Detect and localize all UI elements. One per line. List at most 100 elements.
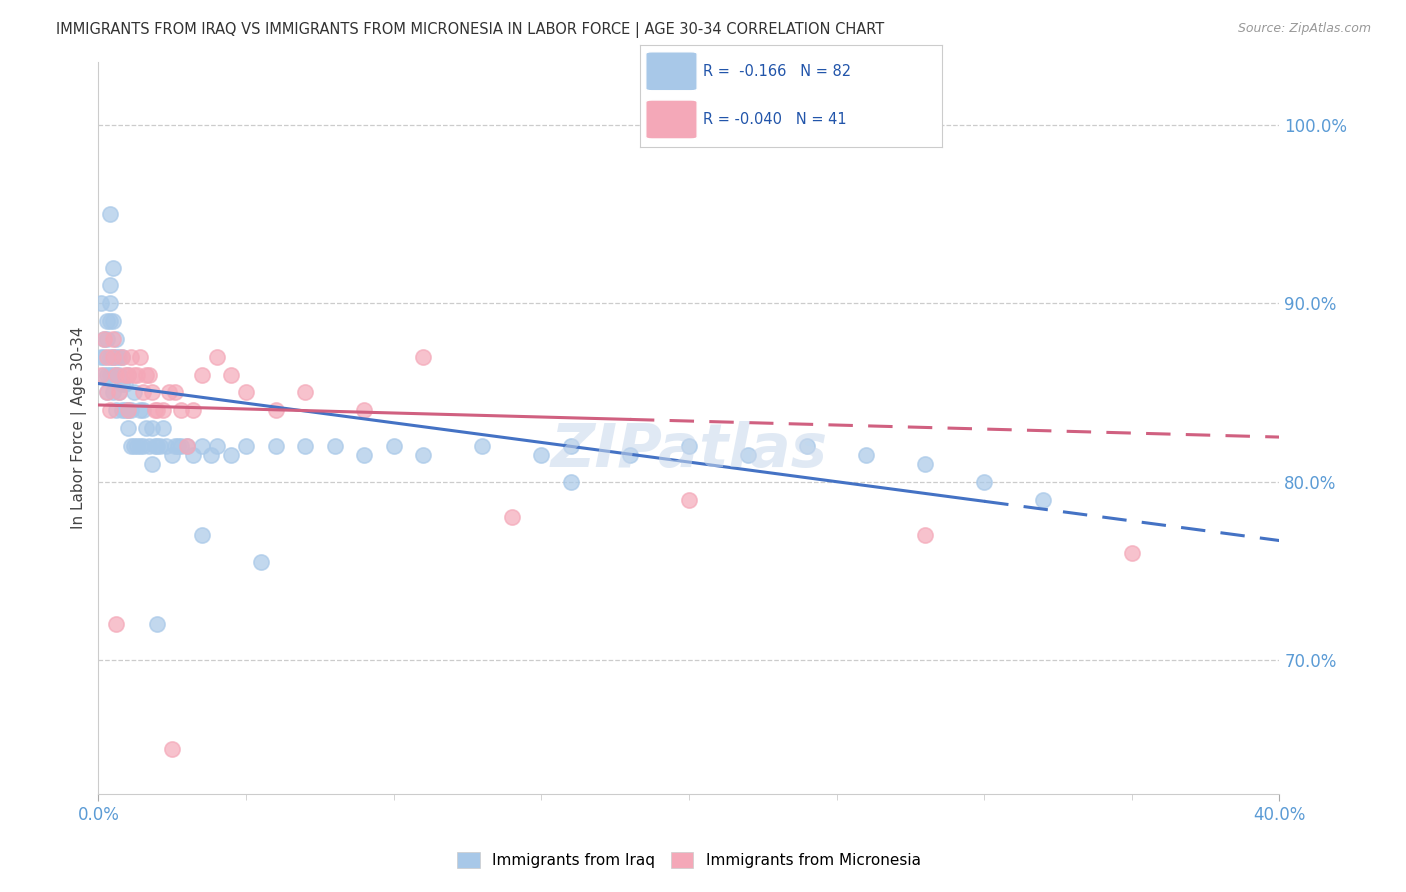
Point <box>205 350 228 364</box>
Point <box>191 368 214 382</box>
Point <box>152 421 174 435</box>
Point <box>96 332 118 346</box>
Point <box>120 403 142 417</box>
Text: IMMIGRANTS FROM IRAQ VS IMMIGRANTS FROM MICRONESIA IN LABOR FORCE | AGE 30-34 CO: IMMIGRANTS FROM IRAQ VS IMMIGRANTS FROM … <box>56 22 884 38</box>
Point <box>167 439 190 453</box>
Point <box>796 439 818 453</box>
Point <box>122 439 145 453</box>
Point <box>501 510 523 524</box>
Point <box>162 448 183 462</box>
Point <box>103 314 125 328</box>
Point <box>105 617 128 632</box>
Point <box>98 368 121 382</box>
Point <box>117 368 139 382</box>
Point <box>146 617 169 632</box>
Point <box>143 439 166 453</box>
Point <box>114 368 136 382</box>
Point <box>114 403 136 417</box>
Point <box>146 439 169 453</box>
Point <box>103 368 125 382</box>
Text: Source: ZipAtlas.com: Source: ZipAtlas.com <box>1237 22 1371 36</box>
Point <box>108 368 131 382</box>
Point <box>221 368 243 382</box>
Text: ZIPatlas: ZIPatlas <box>550 421 828 480</box>
Point <box>96 385 118 400</box>
Point <box>165 439 187 453</box>
Point <box>122 385 145 400</box>
Point <box>90 350 112 364</box>
Point <box>105 350 128 364</box>
Point <box>128 350 150 364</box>
Point <box>141 457 163 471</box>
Point <box>471 439 494 453</box>
Point <box>105 368 128 382</box>
Point <box>560 439 582 453</box>
Point <box>235 439 257 453</box>
Point <box>323 439 346 453</box>
Point <box>93 350 115 364</box>
Point <box>125 368 148 382</box>
Point <box>152 403 174 417</box>
Point <box>294 385 316 400</box>
Point <box>678 439 700 453</box>
Point <box>530 448 553 462</box>
Point <box>149 439 172 453</box>
Point <box>103 350 125 364</box>
Point <box>108 350 131 364</box>
Point <box>135 421 157 435</box>
Point <box>973 475 995 489</box>
Point <box>96 385 118 400</box>
Point <box>138 439 160 453</box>
Point <box>181 403 204 417</box>
Point <box>200 448 222 462</box>
Point <box>128 403 150 417</box>
Point <box>914 457 936 471</box>
Point <box>105 368 128 382</box>
Point <box>105 332 128 346</box>
Point <box>122 368 145 382</box>
Point <box>90 296 112 310</box>
Point <box>93 368 115 382</box>
Point <box>120 350 142 364</box>
Point <box>855 448 877 462</box>
Point <box>98 278 121 293</box>
Point <box>114 376 136 391</box>
Point <box>353 403 375 417</box>
Point <box>98 403 121 417</box>
Point <box>103 332 125 346</box>
FancyBboxPatch shape <box>645 52 697 91</box>
Point <box>111 350 134 364</box>
Point <box>412 350 434 364</box>
Text: R =  -0.166   N = 82: R = -0.166 N = 82 <box>703 63 852 78</box>
Point <box>170 439 193 453</box>
Point <box>96 314 118 328</box>
Point <box>235 385 257 400</box>
Legend: Immigrants from Iraq, Immigrants from Micronesia: Immigrants from Iraq, Immigrants from Mi… <box>451 846 927 874</box>
Point <box>117 421 139 435</box>
Point <box>117 368 139 382</box>
Point <box>412 448 434 462</box>
Point <box>141 421 163 435</box>
Point <box>90 368 112 382</box>
Point <box>264 403 287 417</box>
Point <box>176 439 198 453</box>
Point <box>157 385 180 400</box>
Point <box>108 385 131 400</box>
Point <box>96 368 118 382</box>
Point <box>221 448 243 462</box>
Point <box>111 403 134 417</box>
Point <box>111 350 134 364</box>
Point <box>191 528 214 542</box>
Point <box>103 385 125 400</box>
Point <box>96 350 118 364</box>
Point <box>135 368 157 382</box>
Point <box>132 385 155 400</box>
Point <box>165 385 187 400</box>
Point <box>93 332 115 346</box>
Point <box>138 368 160 382</box>
Point <box>619 448 641 462</box>
Point <box>103 350 125 364</box>
Text: R = -0.040   N = 41: R = -0.040 N = 41 <box>703 112 846 127</box>
Point <box>128 439 150 453</box>
Point <box>678 492 700 507</box>
